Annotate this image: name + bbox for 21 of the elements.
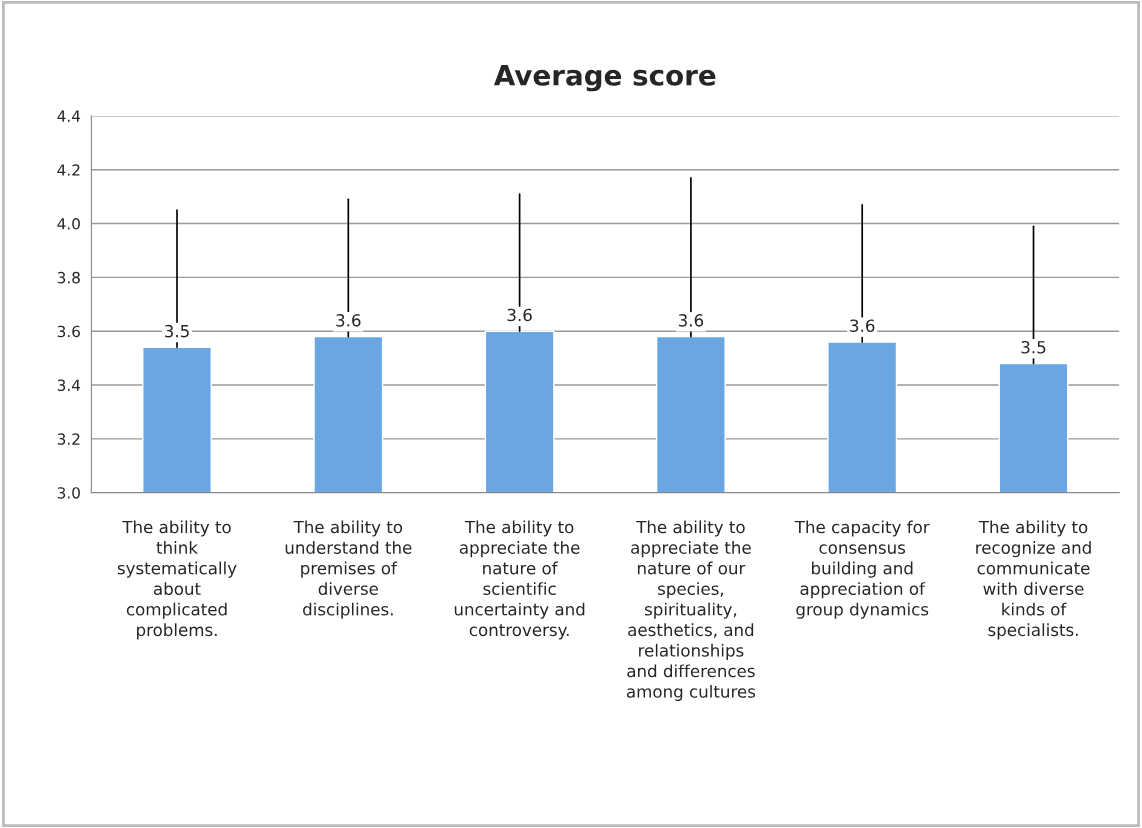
y-tick-label: 3.8 xyxy=(57,271,80,284)
x-tick-label: The ability to appreciate the nature of scientific uncertainty and controversy. xyxy=(454,520,585,640)
y-tick-label: 3.6 xyxy=(57,325,80,338)
category-label: The ability to appreciate the nature of our species, spirituality, aesthetics, and relationships and differences among cultures xyxy=(626,520,756,702)
data-label: 3.5 xyxy=(165,324,189,338)
y-tick-label: 3.0 xyxy=(57,487,80,499)
y-tick-label: 4.0 xyxy=(57,218,80,230)
y-tick-label: 3.4 xyxy=(57,379,81,392)
y-tick-label: 4.2 xyxy=(57,164,80,176)
x-tick-label: The ability to recognize and communicate with diverse kinds of specialists. xyxy=(976,520,1091,640)
data-label: 3.6 xyxy=(678,314,704,327)
y-tick-label: 4.4 xyxy=(57,110,81,122)
x-tick-label: The ability to understand the premises of diverse disciplines. xyxy=(285,520,412,619)
x-tick-label: The ability to think systematically about complicated problems. xyxy=(117,520,237,640)
chart-title: Average score xyxy=(493,65,716,92)
data-label: 3.6 xyxy=(507,308,532,322)
data-label: 3.6 xyxy=(850,319,875,333)
y-tick-label: 3.2 xyxy=(57,433,80,445)
x-tick-label: The capacity for consensus building and appreciation of group dynamics xyxy=(794,520,930,619)
data-label: 3.5 xyxy=(1021,340,1046,354)
data-label: 3.6 xyxy=(336,314,361,327)
